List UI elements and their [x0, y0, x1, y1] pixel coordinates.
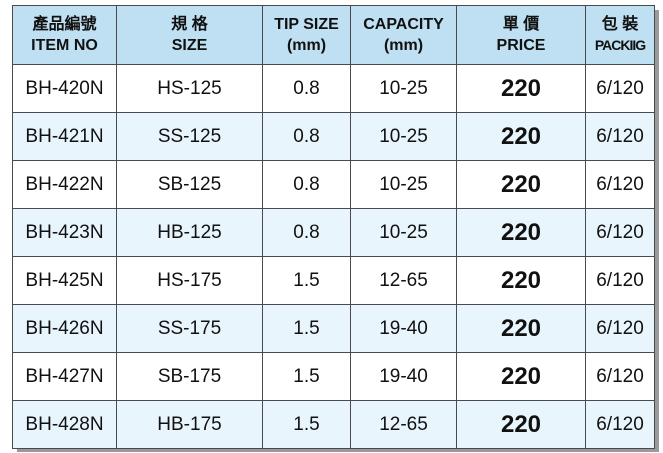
table-cell: 0.8 [262, 112, 351, 161]
table-cell: 6/120 [585, 256, 655, 305]
table-cell: SS-125 [116, 112, 263, 161]
table-cell: 19-40 [350, 304, 457, 353]
table-cell: BH-425N [12, 256, 117, 305]
table-row: BH-426N SS-175 1.5 19-40 220 6/120 [12, 304, 655, 353]
header-cell: 規 格 SIZE [116, 5, 263, 65]
price-cell: 220 [456, 352, 586, 401]
table-cell: 0.8 [262, 208, 351, 257]
header-cell: 單 價 PRICE [456, 5, 586, 65]
table-row: BH-422N SB-125 0.8 10-25 220 6/120 [12, 160, 655, 209]
table-cell: BH-422N [12, 160, 117, 209]
price-cell: 220 [456, 112, 586, 161]
table-cell: SB-125 [116, 160, 263, 209]
table-cell: 6/120 [585, 304, 655, 353]
table-cell: 1.5 [262, 352, 351, 401]
table-cell: SB-175 [116, 352, 263, 401]
table-cell: 1.5 [262, 304, 351, 353]
table-cell: 0.8 [262, 64, 351, 113]
table-cell: 6/120 [585, 160, 655, 209]
table-cell: 10-25 [350, 208, 457, 257]
table-cell: BH-427N [12, 352, 117, 401]
table-cell: 6/120 [585, 208, 655, 257]
table-row: BH-423N HB-125 0.8 10-25 220 6/120 [12, 208, 655, 257]
table-cell: 19-40 [350, 352, 457, 401]
table-cell: 1.5 [262, 400, 351, 449]
table-cell: 10-25 [350, 112, 457, 161]
price-cell: 220 [456, 160, 586, 209]
table-cell: 6/120 [585, 400, 655, 449]
table-body: BH-420N HS-125 0.8 10-25 220 6/120 BH-421N SS-1… [12, 64, 655, 449]
header-text: SIZE [171, 37, 208, 54]
table-cell: BH-420N [12, 64, 117, 113]
table-cell: BH-428N [12, 400, 117, 449]
table-cell: HS-125 [116, 64, 263, 113]
header-cell: TIP SIZE (mm) [262, 5, 351, 65]
table-row: BH-427N SB-175 1.5 19-40 220 6/120 [12, 352, 655, 401]
table-cell: 1.5 [262, 256, 351, 305]
table-cell: 6/120 [585, 64, 655, 113]
price-cell: 220 [456, 64, 586, 113]
table-cell: 12-65 [350, 256, 457, 305]
table-frame: 產品編號 ITEM NO 規 格 SIZE TIP SIZE (mm) CAPACITY (m… [12, 5, 655, 449]
header-text: (mm) [383, 37, 424, 54]
price-cell: 220 [456, 208, 586, 257]
price-cell: 220 [456, 304, 586, 353]
table-row: BH-428N HB-175 1.5 12-65 220 6/120 [12, 400, 655, 449]
table-row: BH-420N HS-125 0.8 10-25 220 6/120 [12, 64, 655, 113]
header-text: PRICE [496, 37, 546, 54]
header-cell: CAPACITY (mm) [350, 5, 457, 65]
table-cell: 10-25 [350, 64, 457, 113]
table-cell: HS-175 [116, 256, 263, 305]
header-row: 產品編號 ITEM NO 規 格 SIZE TIP SIZE (mm) CAPACITY (m… [12, 5, 655, 65]
table-row: BH-425N HS-175 1.5 12-65 220 6/120 [12, 256, 655, 305]
header-text: TIP SIZE [274, 16, 339, 33]
header-cell: 產品編號 ITEM NO [12, 5, 117, 65]
table-cell: SS-175 [116, 304, 263, 353]
table-cell: 6/120 [585, 352, 655, 401]
table-cell: 6/120 [585, 112, 655, 161]
table-cell: HB-125 [116, 208, 263, 257]
header-text: (mm) [286, 37, 327, 54]
header-text: CAPACITY [363, 16, 444, 33]
table-cell: 0.8 [262, 160, 351, 209]
table-cell: BH-421N [12, 112, 117, 161]
header-text: 產品編號 [32, 16, 97, 33]
header-text: 包 裝 [601, 16, 639, 33]
price-cell: 220 [456, 400, 586, 449]
table-cell: BH-423N [12, 208, 117, 257]
header-text: ITEM NO [31, 37, 98, 54]
header-cell: 包 裝 PACKIIG [585, 5, 655, 65]
table-cell: 12-65 [350, 400, 457, 449]
product-table: 產品編號 ITEM NO 規 格 SIZE TIP SIZE (mm) CAPACITY (m… [12, 5, 655, 449]
header-text: 規 格 [171, 16, 208, 33]
table-row: BH-421N SS-125 0.8 10-25 220 6/120 [12, 112, 655, 161]
header-text: 單 價 [502, 16, 540, 33]
table-cell: BH-426N [12, 304, 117, 353]
table-cell: 10-25 [350, 160, 457, 209]
table-cell: HB-175 [116, 400, 263, 449]
price-cell: 220 [456, 256, 586, 305]
header-text: PACKIIG [594, 37, 646, 53]
